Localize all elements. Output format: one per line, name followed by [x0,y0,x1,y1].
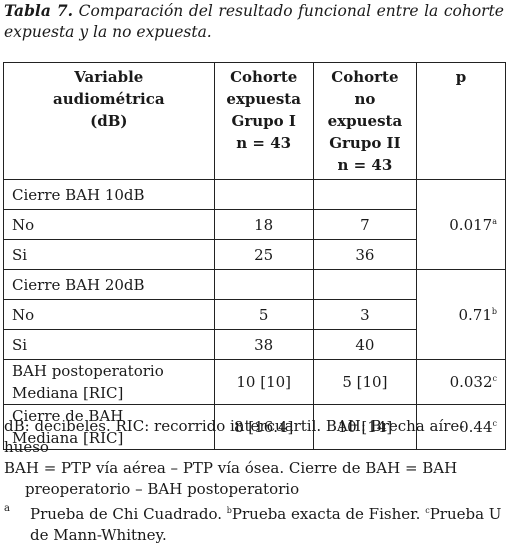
group2-value: 3 [312,299,418,330]
table-row: BAH postoperatorio Mediana [RIC] 10 [10]… [3,359,506,405]
table-caption: Tabla 7. Comparación del resultado funci… [4,0,504,43]
group1-value: 18 [213,209,314,240]
table-row: No 5 3 [3,299,506,330]
section-row: Cierre BAH 20dB 0.71b [3,269,506,360]
caption-text: Comparación del resultado funcional entr… [4,2,504,41]
group1-value: 10 [10] [213,359,314,405]
row-label: Si [3,239,215,270]
header-exposed: Cohorte expuesta Grupo I n = 43 [213,62,314,180]
group2-value: 5 [10] [312,359,418,405]
group2-value: 7 [312,209,418,240]
header-p: p [416,62,506,180]
header-variable: Variable audiométrica (dB) [3,62,215,180]
footnote-mark-a: a [4,503,10,514]
definition-note: BAH = PTP vía aérea – PTP vía ósea. Cier… [4,459,458,477]
table-row: Cierre de BAH Mediana [RIC] 8 [16.4] 10 … [3,404,506,450]
row-label: No [3,209,215,240]
group1-value: 8 [16.4] [213,404,314,450]
table-row: No 18 7 [3,209,506,240]
p-value: 0.032c [416,359,506,405]
group2-value: 40 [312,329,418,360]
group1-value: 38 [213,329,314,360]
definition-note-cont: preoperatorio – BAH postoperatorio [25,480,300,498]
group2-value: 36 [312,239,418,270]
group1-value: 25 [213,239,314,270]
caption-label: Tabla 7. [4,1,74,20]
header-unexposed: Cohorte no expuesta Grupo II n = 43 [312,62,418,180]
row-label: Si [3,329,215,360]
row-label: BAH postoperatorio Mediana [RIC] [3,359,215,405]
footnote-text: Prueba de Chi Cuadrado. bPrueba exacta d… [30,505,502,544]
p-value: 0.44c [416,404,506,450]
abbreviations-note: dB: decibeles. RIC: recorrido intercuart… [4,417,465,456]
p-value: 0.71b [416,269,506,360]
table-notes: dB: decibeles. RIC: recorrido intercuart… [4,416,507,546]
section-row: Cierre BAH 10dB 0.017a [3,179,506,270]
table-row: Si 38 40 [3,329,506,360]
header-row: Variable audiométrica (dB) Cohorte expue… [3,62,506,180]
results-table: Variable audiométrica (dB) Cohorte expue… [3,62,506,450]
p-value: 0.017a [416,179,506,270]
row-label: Cierre de BAH Mediana [RIC] [3,404,215,450]
group1-value: 5 [213,299,314,330]
section-title: Cierre BAH 20dB [3,269,215,300]
section-title: Cierre BAH 10dB [3,179,215,210]
group2-value: 10 [14] [312,404,418,450]
footnotes: a Prueba de Chi Cuadrado. bPrueba exacta… [4,500,507,546]
row-label: No [3,299,215,330]
